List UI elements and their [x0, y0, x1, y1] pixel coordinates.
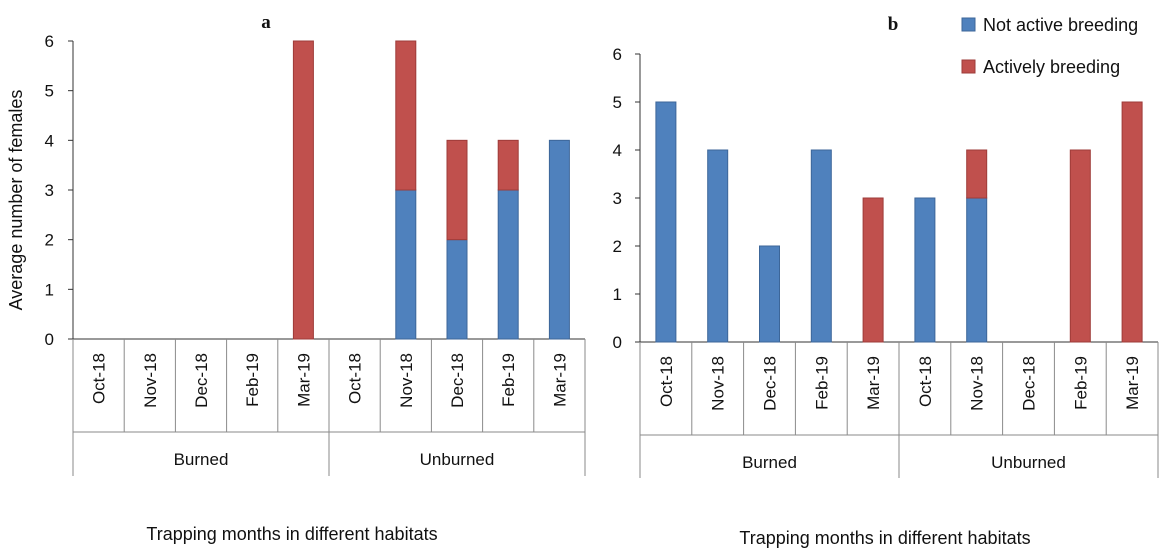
group-label: Burned — [742, 453, 797, 472]
bar-not-active-breeding — [708, 150, 728, 342]
bar-not-active-breeding — [396, 190, 416, 339]
y-tick-label: 4 — [45, 131, 54, 150]
bar-actively-breeding — [498, 140, 518, 190]
x-tick-label: Nov-18 — [141, 353, 160, 408]
x-tick-label: Mar-19 — [294, 353, 313, 407]
y-tick-label: 1 — [613, 285, 622, 304]
x-tick-label: Mar-19 — [864, 356, 883, 410]
x-tick-label: Dec-18 — [1020, 356, 1039, 411]
bar-not-active-breeding — [811, 150, 831, 342]
x-tick-label: Nov-18 — [709, 356, 728, 411]
x-tick-label: Oct-18 — [916, 356, 935, 407]
x-tick-label: Feb-19 — [243, 353, 262, 407]
legend-swatch-not-active-breeding — [962, 18, 975, 31]
y-tick-label: 6 — [45, 32, 54, 51]
bar-not-active-breeding — [498, 190, 518, 339]
group-label: Burned — [174, 450, 229, 469]
x-tick-label: Dec-18 — [761, 356, 780, 411]
x-axis-title: Trapping months in different habitats — [739, 528, 1030, 548]
bar-not-active-breeding — [549, 140, 569, 339]
legend-swatch-actively-breeding — [962, 60, 975, 73]
x-tick-label: Nov-18 — [397, 353, 416, 408]
panel-label: b — [888, 14, 899, 35]
legend-label: Not active breeding — [983, 15, 1138, 35]
legend-label: Actively breeding — [983, 57, 1120, 77]
bar-not-active-breeding — [967, 198, 987, 342]
y-tick-label: 5 — [613, 93, 622, 112]
bar-actively-breeding — [967, 150, 987, 198]
chart-panel-b: 0 1 2 3 4 5 6 Burned Unburned Oct-18 Nov-18 Dec-18 F… — [613, 14, 1158, 548]
y-tick-label: 3 — [45, 181, 54, 200]
bar-actively-breeding — [447, 140, 467, 239]
group-label: Unburned — [991, 453, 1066, 472]
legend: Not active breeding Actively breeding — [962, 15, 1138, 77]
x-tick-label: Nov-18 — [968, 356, 987, 411]
y-tick-label: 0 — [45, 330, 54, 349]
y-tick-label: 6 — [613, 45, 622, 64]
bar-not-active-breeding — [447, 240, 467, 339]
y-tick-label: 0 — [613, 333, 622, 352]
x-tick-label: Mar-19 — [550, 353, 569, 407]
bar-not-active-breeding — [656, 102, 676, 342]
bar-actively-breeding — [1070, 150, 1090, 342]
x-tick-label: Dec-18 — [192, 353, 211, 408]
bar-not-active-breeding — [760, 246, 780, 342]
x-tick-label: Feb-19 — [812, 356, 831, 410]
bar-not-active-breeding — [915, 198, 935, 342]
y-tick-label: 2 — [613, 237, 622, 256]
x-tick-label: Feb-19 — [499, 353, 518, 407]
x-tick-label: Oct-18 — [346, 353, 365, 404]
x-tick-label: Mar-19 — [1123, 356, 1142, 410]
y-axis-title: Average number of females — [6, 90, 26, 311]
x-tick-label: Feb-19 — [1071, 356, 1090, 410]
y-tick-label: 4 — [613, 141, 622, 160]
bar-actively-breeding — [1122, 102, 1142, 342]
x-tick-label: Dec-18 — [448, 353, 467, 408]
y-tick-label: 3 — [613, 189, 622, 208]
y-tick-label: 2 — [45, 231, 54, 250]
x-tick-label: Oct-18 — [90, 353, 109, 404]
group-label: Unburned — [420, 450, 495, 469]
chart-panel-a: 0 1 2 3 4 5 6 Burned Unburned Oct-18 Nov-18 Dec-18 F… — [6, 12, 585, 544]
x-axis-title: Trapping months in different habitats — [146, 524, 437, 544]
y-tick-label: 5 — [45, 82, 54, 101]
panel-label: a — [261, 12, 271, 33]
bar-actively-breeding — [863, 198, 883, 342]
bar-actively-breeding — [293, 41, 313, 339]
x-tick-label: Oct-18 — [657, 356, 676, 407]
y-tick-label: 1 — [45, 280, 54, 299]
bar-actively-breeding — [396, 41, 416, 190]
